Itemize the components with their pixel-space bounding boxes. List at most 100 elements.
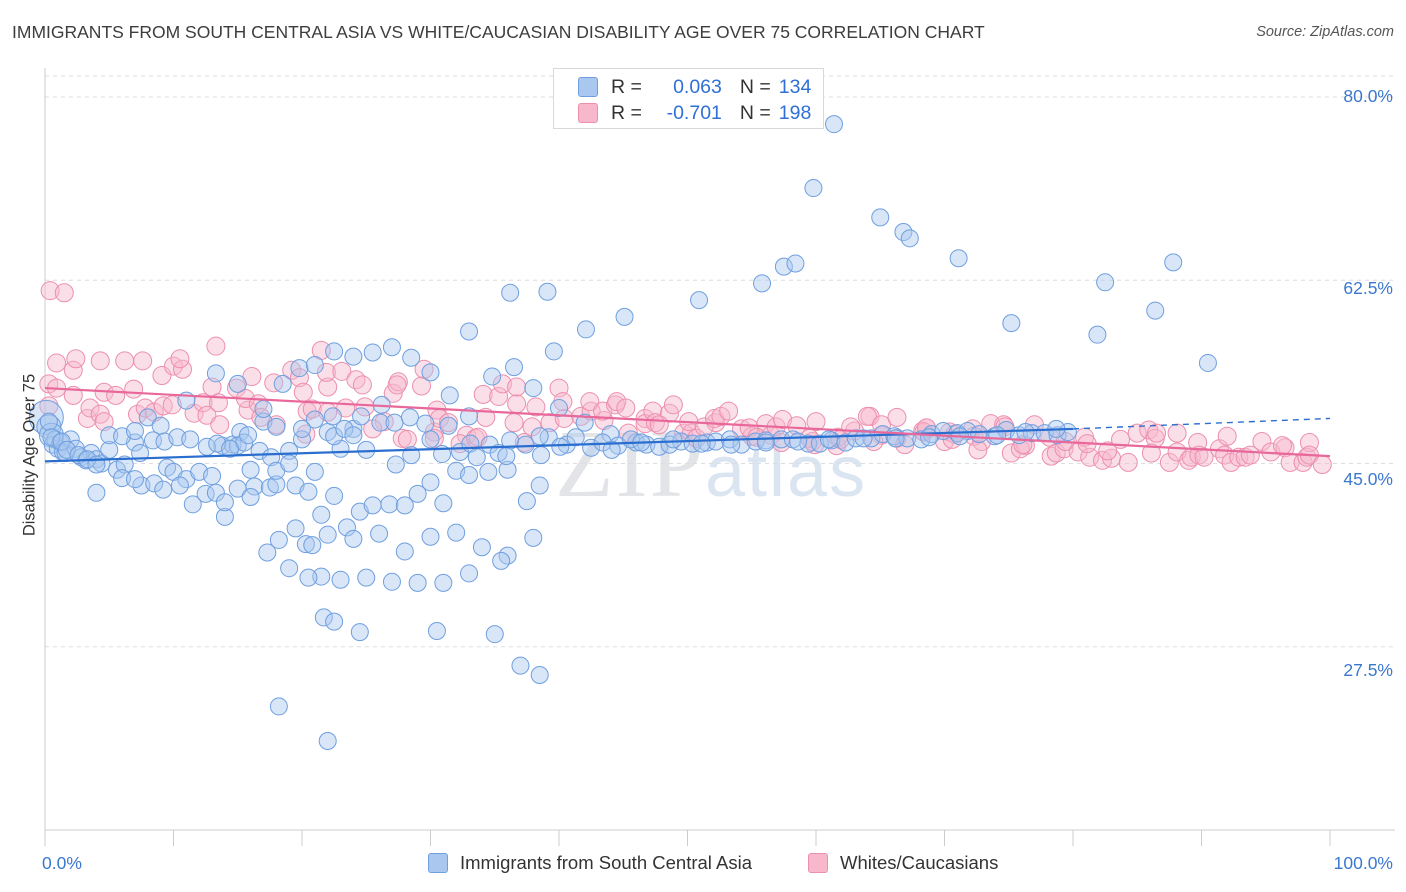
blue-point [408, 573, 427, 592]
blue-point [293, 430, 311, 449]
pink-point [522, 417, 542, 437]
blue-point [241, 487, 260, 506]
blue-point [380, 495, 399, 514]
pink-point [1217, 426, 1237, 446]
blue-point [472, 538, 491, 557]
pink-point [133, 351, 153, 371]
pink-point [1229, 447, 1249, 467]
y-axis-label: Disability Age Over 75 [20, 373, 39, 537]
pink-point [316, 362, 336, 382]
blue-point [325, 342, 344, 361]
blue-point [1022, 424, 1041, 443]
gridlines [45, 75, 1395, 648]
blue-point [395, 542, 414, 561]
blue-point [280, 441, 299, 460]
blue-point [551, 437, 570, 456]
blue-point [36, 414, 62, 440]
blue-point [385, 413, 404, 432]
pink-point [857, 406, 877, 426]
blue-point [331, 570, 350, 589]
blue-point [305, 356, 324, 375]
blue-point [447, 523, 466, 542]
bottom-legend-pink-label: Whites/Caucasians [840, 852, 999, 873]
blue-point [239, 426, 258, 445]
x-tick-label: 0.0% [42, 853, 82, 873]
pink-legend-swatch [808, 853, 828, 873]
blue-point [819, 430, 838, 449]
blue-point [181, 430, 200, 449]
pink-point [1293, 452, 1313, 472]
pink-point [1141, 443, 1161, 463]
pink-point [473, 384, 493, 404]
pink-point [318, 377, 338, 397]
blue-point [350, 623, 369, 642]
blue-point [296, 535, 315, 554]
blue-point [267, 417, 286, 436]
blue-point [1058, 423, 1077, 442]
blue-point [395, 496, 414, 515]
pink-r-value: -0.701 [666, 101, 722, 124]
blue-point [538, 282, 557, 301]
pink-point [1297, 447, 1317, 467]
blue-point [427, 622, 446, 641]
pink-point [1098, 441, 1118, 461]
blue-point [440, 386, 459, 405]
blue-point [434, 494, 453, 513]
blue-point [810, 434, 829, 453]
blue-point [501, 283, 520, 302]
pink-point [806, 412, 826, 432]
blue-point [1088, 325, 1107, 344]
blue-point [154, 480, 173, 499]
blue-point [517, 492, 536, 511]
blue-point [566, 428, 585, 447]
blue-point [402, 348, 421, 367]
blue-point [318, 525, 337, 544]
blue-point [254, 400, 273, 419]
blue-point [804, 179, 823, 198]
blue-point [550, 398, 568, 417]
pink-n-value: 198 [778, 101, 812, 124]
blue-point [303, 536, 322, 555]
pink-point [1118, 452, 1138, 472]
pink-point [80, 398, 100, 418]
pink-point [968, 440, 988, 460]
blue-point [299, 568, 318, 587]
pink-point [90, 351, 110, 371]
pink-point [332, 361, 352, 381]
blue-point [318, 731, 337, 750]
blue-point [949, 249, 968, 268]
blue-point [344, 529, 363, 548]
pink-point [719, 401, 739, 421]
blue-legend-swatch [428, 853, 448, 873]
blue-point [479, 462, 498, 481]
blue-point [786, 254, 805, 273]
blue-point [460, 407, 479, 426]
blue-point [1146, 301, 1165, 320]
blue-point [408, 484, 427, 503]
pink-point [540, 413, 560, 433]
blue-point [439, 416, 458, 435]
pink-point [397, 429, 417, 449]
pink-point [526, 397, 546, 417]
pink-point [507, 394, 527, 414]
blue-point [314, 608, 333, 627]
blue-point [382, 338, 401, 357]
blue-point [530, 666, 549, 685]
bottom-legend-pink: Whites/Caucasians [808, 852, 998, 874]
pink-point [492, 374, 512, 394]
pink-point [606, 395, 626, 415]
pink-point [787, 416, 807, 436]
blue-point [692, 434, 711, 453]
blue-point [386, 455, 405, 474]
blue-point [138, 408, 157, 427]
pink-point [264, 373, 284, 393]
blue-point [370, 524, 389, 543]
blue-point [273, 374, 292, 393]
pink-point [1127, 423, 1147, 443]
blue-point [325, 427, 344, 446]
blue-point [602, 440, 621, 459]
blue-point [87, 483, 106, 502]
blue-point [293, 419, 311, 438]
bottom-legend-blue: Immigrants from South Central Asia [428, 852, 752, 874]
